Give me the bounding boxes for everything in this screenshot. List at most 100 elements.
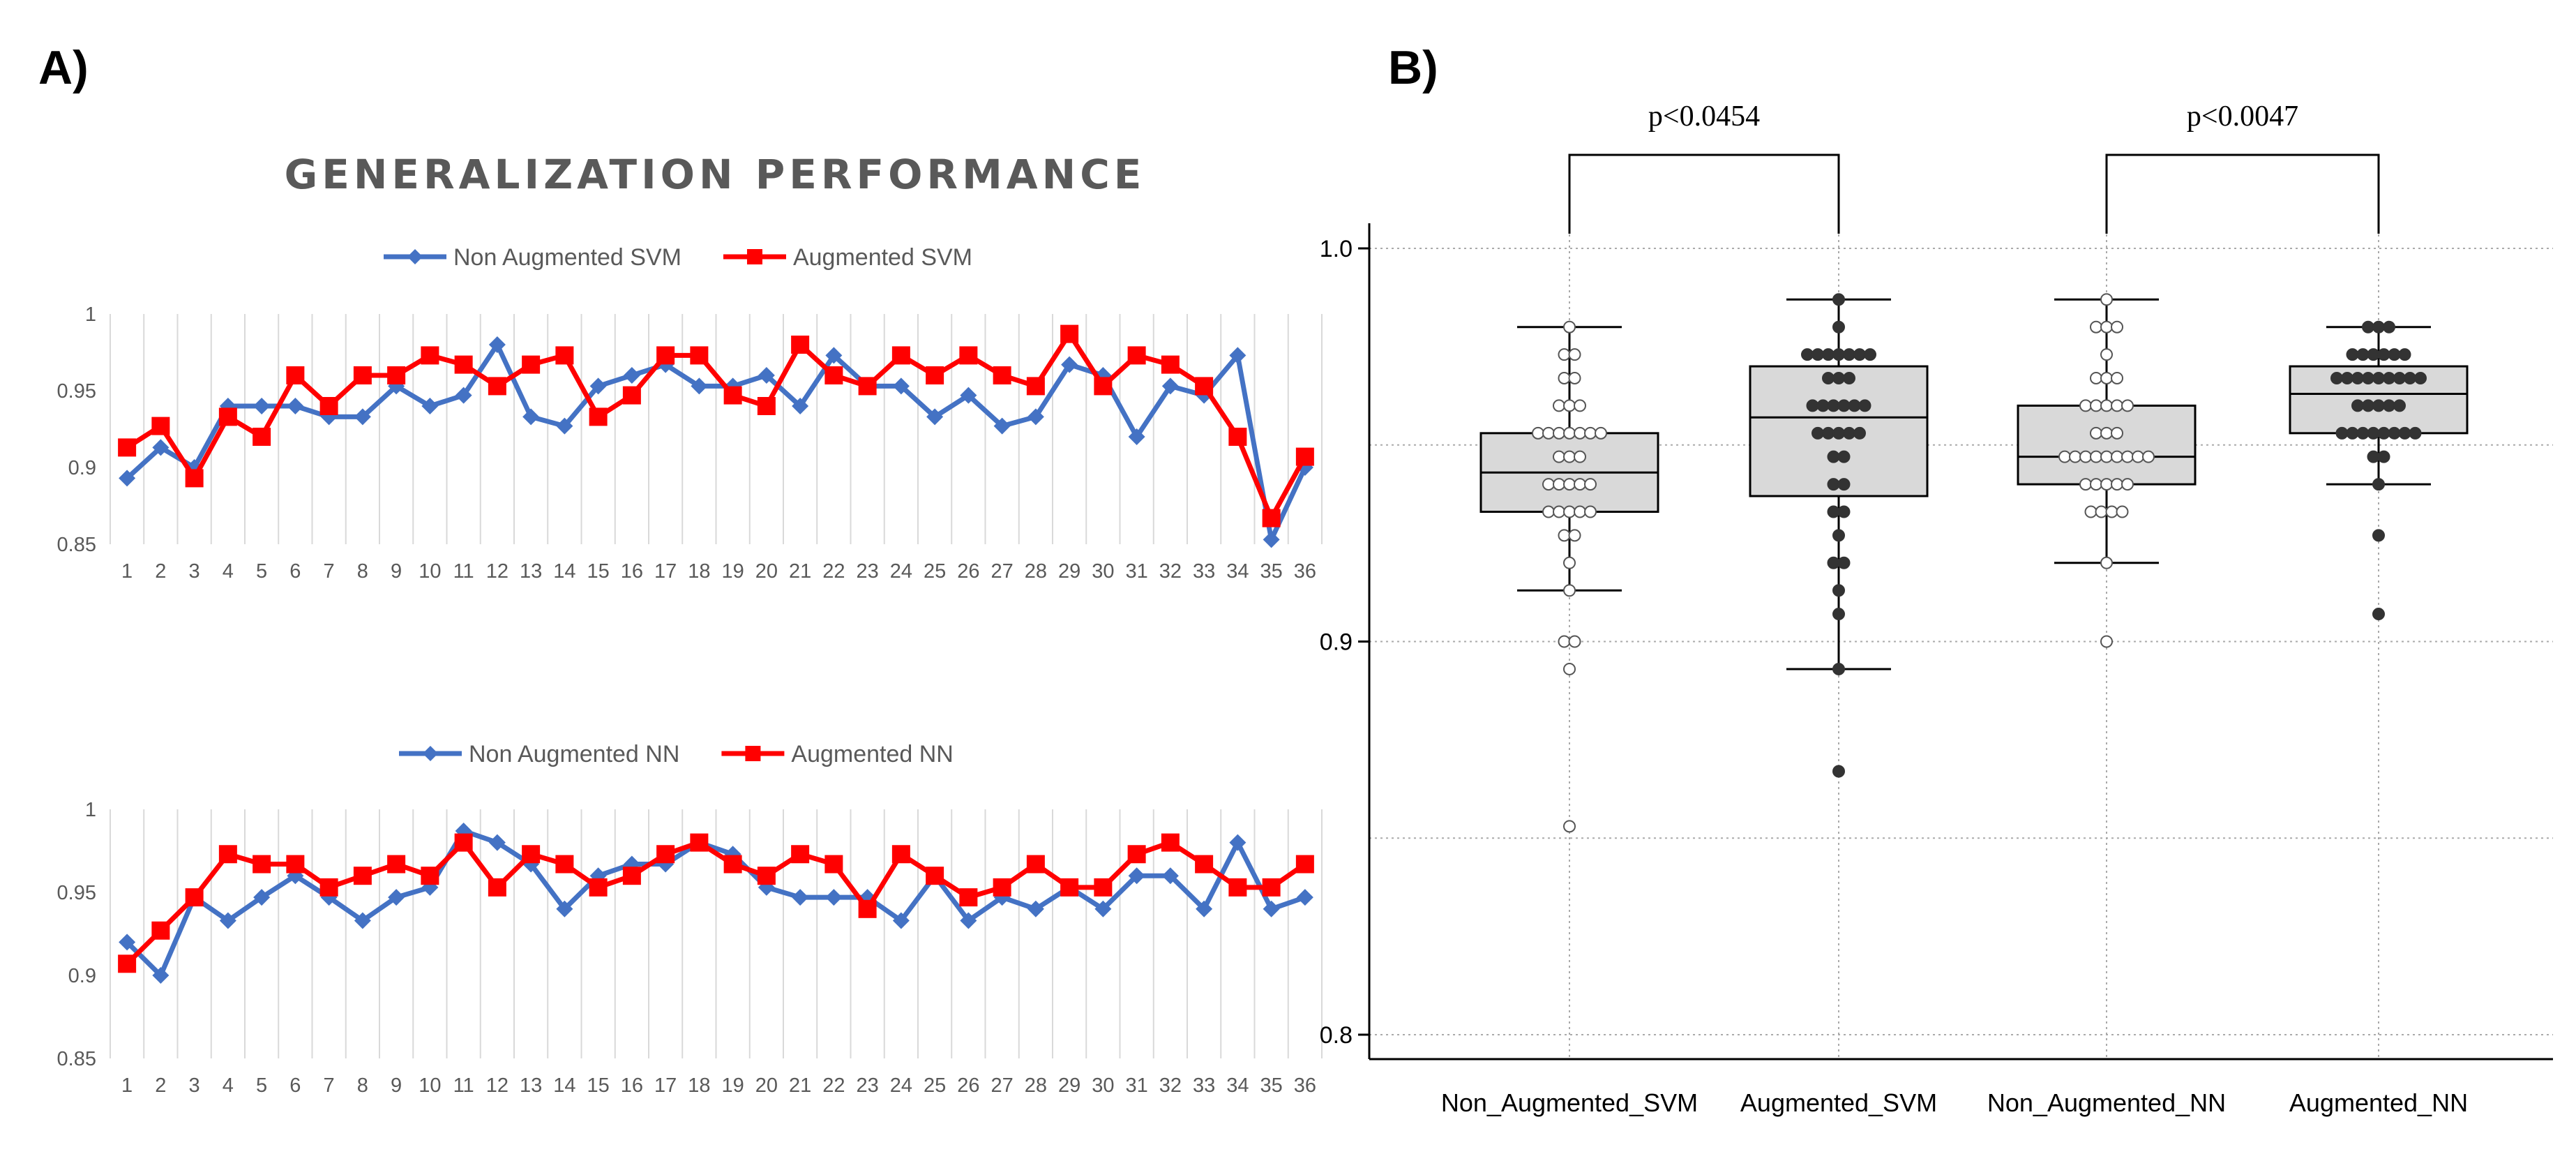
data-point	[1832, 371, 1845, 384]
data-point	[1558, 371, 1571, 384]
data-point	[2372, 608, 2385, 621]
x-tick-label: 15	[587, 560, 609, 583]
data-point	[2111, 450, 2123, 463]
data-point	[2090, 426, 2102, 440]
x-tick-label: 25	[924, 560, 946, 583]
data-point	[2351, 371, 2364, 384]
data-point	[2100, 320, 2113, 334]
y-tick-label: 0.95	[57, 882, 96, 904]
data-point-diamond	[960, 387, 977, 404]
legend-label: Augmented SVM	[793, 244, 972, 271]
accuracy-box-plot: 0.8 0.9 1.0 Non_Augmented_SVM Augmented_SVM N…	[1320, 100, 2553, 1117]
significance-bracket: p<0.0454	[1568, 100, 1840, 234]
data-point	[1563, 399, 1576, 412]
data-point-diamond	[354, 408, 371, 426]
data-point	[2398, 426, 2411, 440]
data-point	[1843, 371, 1855, 384]
data-point-square	[993, 366, 1011, 384]
x-tick-label: 3	[189, 560, 200, 583]
data-point-square	[656, 346, 675, 365]
data-point-diamond	[522, 408, 540, 426]
data-point	[1563, 505, 1576, 518]
legend-item: Augmented NN	[721, 741, 954, 767]
legend-item: Augmented SVM	[723, 244, 972, 271]
x-tick-label: 20	[755, 560, 778, 583]
x-tick-label: 28	[1025, 560, 1047, 583]
data-point-square	[1195, 855, 1214, 874]
data-point	[2383, 399, 2395, 412]
data-point-diamond	[758, 367, 775, 384]
data-point-diamond	[657, 356, 675, 373]
data-point-diamond	[892, 377, 910, 395]
data-point-diamond	[488, 336, 506, 353]
data-point	[2111, 478, 2123, 491]
data-point-square	[1060, 324, 1079, 343]
data-point	[1584, 426, 1597, 440]
data-point-square	[353, 366, 372, 384]
data-point-square	[690, 346, 709, 365]
data-point-diamond	[253, 889, 271, 906]
data-point	[2100, 348, 2113, 361]
data-point-square	[421, 867, 439, 885]
data-point-square	[421, 346, 439, 365]
y-tick-label: 0.85	[57, 1048, 96, 1070]
data-point	[2356, 426, 2370, 440]
data-point-square	[353, 867, 372, 885]
data-point-square	[319, 397, 338, 415]
x-tick-label: 30	[1092, 560, 1114, 583]
data-point	[1832, 608, 1845, 621]
data-point-square	[622, 386, 641, 405]
data-point	[2142, 450, 2155, 463]
x-tick-label: 35	[1260, 560, 1282, 583]
x-tick-label: 27	[991, 1074, 1013, 1097]
data-point	[1837, 505, 1851, 518]
data-point	[2069, 450, 2081, 463]
data-point-square	[589, 878, 608, 897]
data-point-diamond	[1263, 531, 1280, 548]
data-point-square	[319, 878, 338, 897]
data-point	[2346, 426, 2359, 440]
x-category-label: Non_Augmented_SVM	[1441, 1088, 1698, 1117]
data-point	[2362, 320, 2374, 334]
data-point	[2414, 371, 2427, 384]
x-category-label: Augmented_NN	[2289, 1088, 2468, 1117]
data-point	[2121, 450, 2134, 463]
data-point-square	[959, 346, 978, 365]
data-point	[1568, 348, 1581, 361]
data-point	[2058, 450, 2071, 463]
x-tick-label: 28	[1025, 1074, 1047, 1097]
data-point-square	[253, 428, 271, 446]
x-category-label: Augmented_SVM	[1740, 1088, 1937, 1117]
data-point-diamond	[421, 398, 439, 414]
data-point	[1563, 426, 1576, 440]
x-tick-label: 2	[155, 1074, 166, 1097]
data-point-diamond	[926, 408, 944, 426]
data-point	[1806, 399, 1819, 412]
data-point-square	[723, 386, 742, 405]
x-tick-label: 34	[1226, 1074, 1249, 1097]
data-point-diamond	[825, 347, 843, 364]
y-tick-label: 0.9	[1320, 629, 1353, 656]
x-tick-label: 19	[721, 1074, 744, 1097]
data-point	[2090, 320, 2102, 334]
x-tick-label: 26	[957, 1074, 979, 1097]
data-point-square	[387, 855, 406, 874]
x-tick-label: 9	[391, 560, 402, 583]
data-point	[1816, 399, 1830, 412]
data-point	[1574, 399, 1586, 412]
data-point-square	[926, 366, 944, 384]
data-point	[1827, 399, 1840, 412]
x-tick-label: 5	[256, 560, 267, 583]
data-point-square	[959, 888, 978, 907]
data-point-square	[454, 355, 473, 374]
data-point-diamond	[152, 967, 170, 984]
data-point	[1843, 348, 1855, 361]
x-tick-label: 22	[822, 560, 845, 583]
data-point-square	[218, 845, 237, 864]
data-point	[1812, 348, 1824, 361]
data-point	[2105, 505, 2118, 518]
data-point	[1563, 584, 1576, 597]
data-point	[1584, 478, 1597, 491]
data-point-square	[858, 899, 877, 918]
x-tick-label: 31	[1125, 560, 1147, 583]
